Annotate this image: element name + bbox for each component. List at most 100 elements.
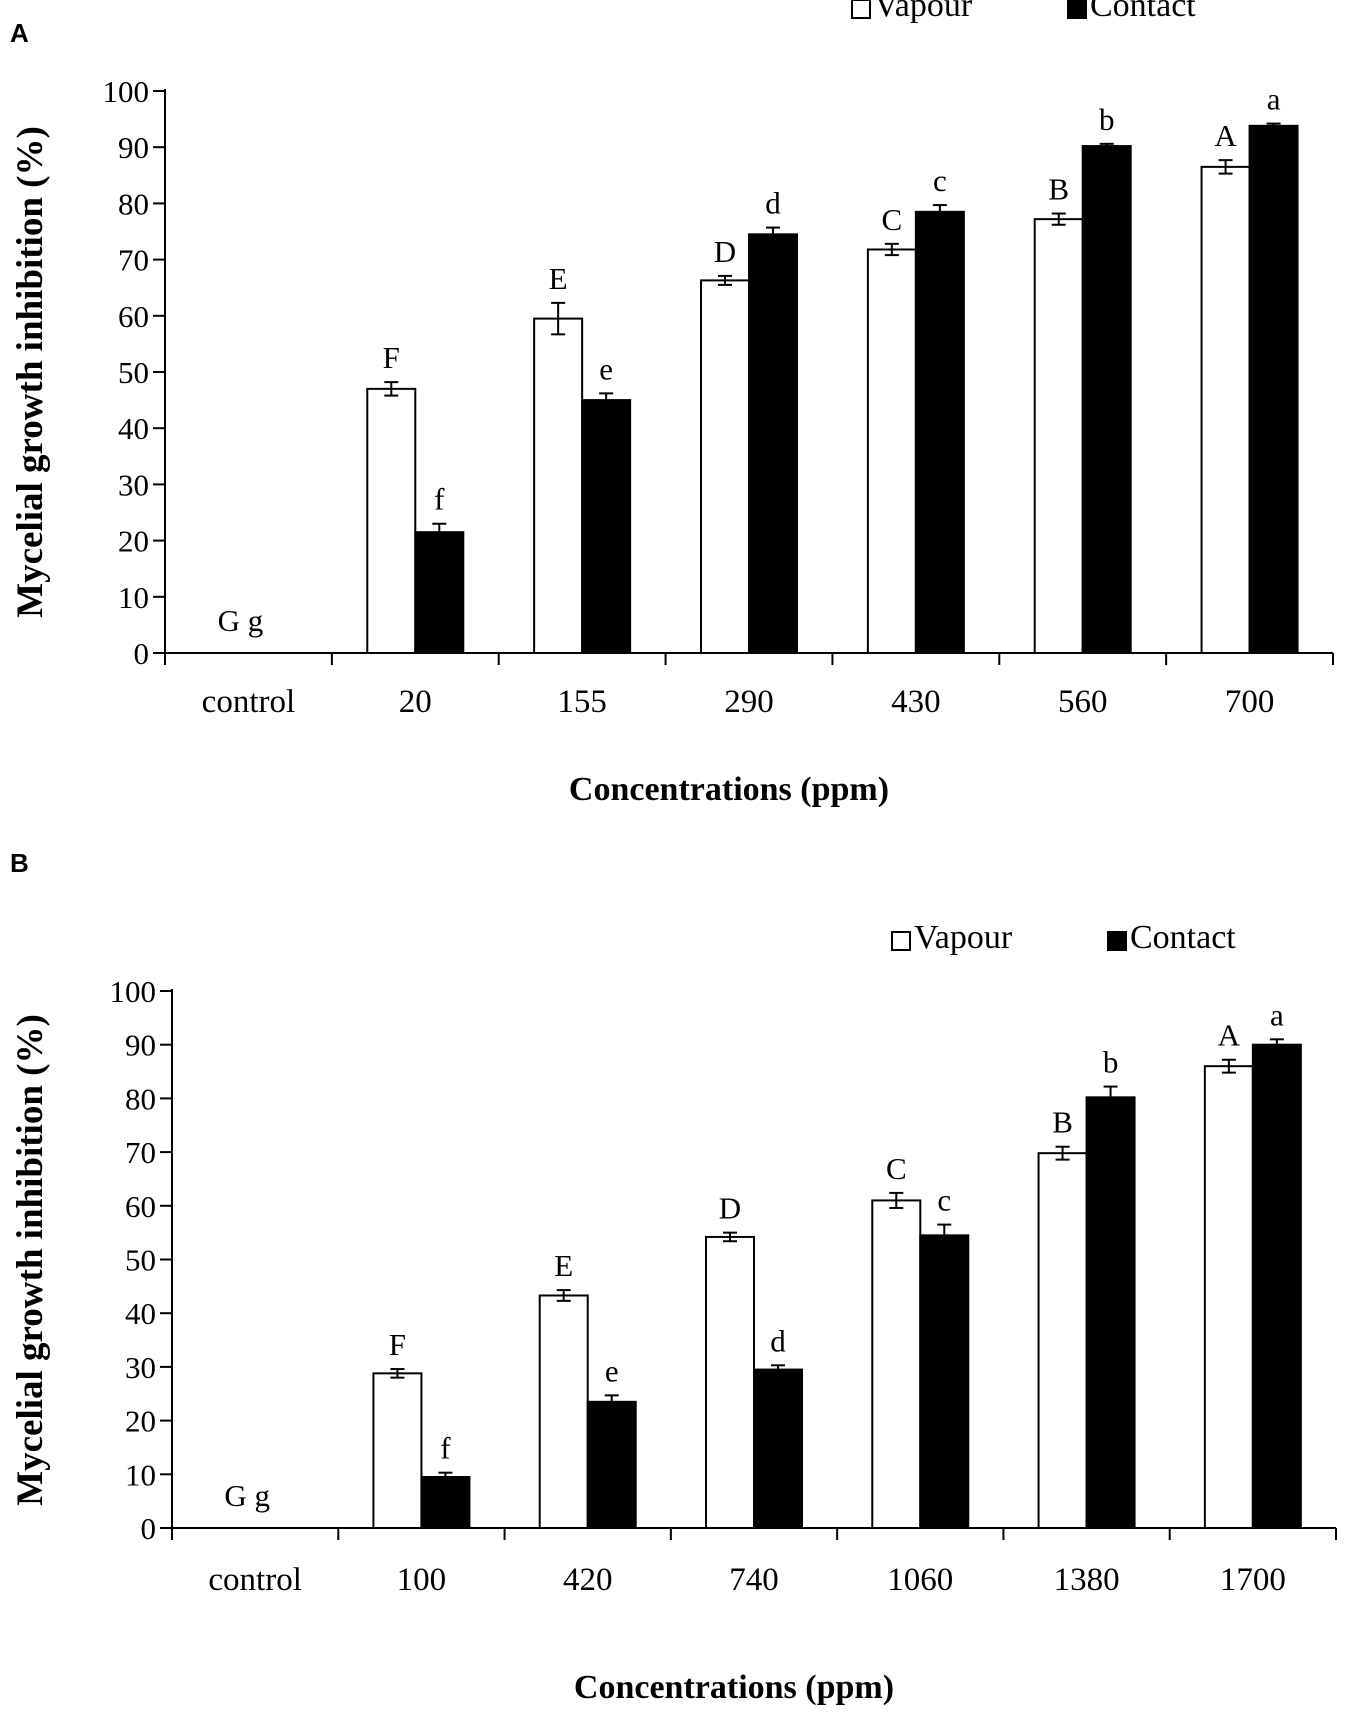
bar-contact — [753, 1368, 803, 1529]
y-tick-label: 90 — [125, 1028, 156, 1063]
y-tick-label: 20 — [118, 524, 149, 559]
data-label-letter-vapour: E — [549, 261, 568, 296]
bar-vapour — [1200, 165, 1251, 654]
data-label-letter-vapour: B — [1052, 1105, 1073, 1140]
data-label-letter-contact: a — [1270, 997, 1284, 1032]
y-tick-label: 30 — [125, 1350, 156, 1385]
x-tick-label: 20 — [399, 684, 432, 720]
data-label-letter-contact: f — [440, 1431, 451, 1466]
chart-panel-b: B Vapour Contact 0 10 20 30 40 50 60 70 80 90 100 cont… — [10, 848, 1337, 1706]
x-tick-label: 290 — [724, 684, 774, 720]
bar-vapour — [1037, 1152, 1088, 1529]
legend-swatch-vapour — [851, 0, 871, 19]
data-label-letter-vapour: A — [1218, 1018, 1241, 1053]
bar-contact — [1085, 1096, 1136, 1530]
bar-vapour — [1203, 1065, 1254, 1530]
y-tick-label: 90 — [118, 130, 149, 165]
x-tick-label: 740 — [729, 1562, 779, 1598]
y-tick-label: 100 — [103, 74, 150, 109]
bar-contact — [420, 1475, 471, 1529]
data-label-letter-vapour: B — [1048, 172, 1069, 207]
data-label-letter-vapour: E — [554, 1248, 573, 1283]
data-label-letter-contact: b — [1099, 102, 1115, 137]
bar-contact — [1081, 145, 1132, 655]
legend-label-contact: Contact — [1090, 0, 1196, 24]
y-tick-label: 60 — [125, 1189, 156, 1224]
legend-swatch-contact — [1107, 931, 1127, 951]
data-label-letter-vapour: A — [1214, 118, 1237, 153]
y-tick-label: 40 — [118, 411, 149, 446]
x-tick-label: 1380 — [1054, 1562, 1120, 1598]
panel-label: B — [10, 848, 29, 878]
data-label-letter-vapour: D — [714, 234, 736, 269]
x-tick-label: 560 — [1058, 684, 1108, 720]
bar-contact — [1251, 1043, 1302, 1529]
y-tick-label: 60 — [118, 299, 149, 334]
y-tick-label: 20 — [125, 1404, 156, 1439]
data-label-letter-contact: a — [1267, 82, 1281, 117]
control-significance-letters: G g — [218, 603, 264, 638]
y-tick-label: 50 — [125, 1243, 156, 1278]
bar-contact — [914, 210, 965, 655]
data-label-letter-contact: b — [1103, 1045, 1119, 1080]
data-label-letter-vapour: F — [383, 340, 400, 375]
bar-contact — [919, 1234, 970, 1529]
data-label-letter-contact: c — [937, 1183, 951, 1218]
x-tick-label: 1700 — [1220, 1562, 1286, 1598]
panel-label: A — [10, 18, 29, 48]
y-axis-title: Mycelial growth inhibition (%) — [10, 1014, 51, 1506]
y-tick-label: 100 — [110, 974, 157, 1009]
legend-swatch-vapour — [891, 931, 911, 951]
bar-vapour — [533, 317, 584, 654]
y-tick-label: 70 — [125, 1135, 156, 1170]
bar-contact — [748, 233, 798, 654]
x-tick-label: 700 — [1225, 684, 1275, 720]
x-tick-label: control — [208, 1562, 301, 1598]
legend-label-vapour: Vapour — [874, 0, 973, 24]
y-tick-label: 10 — [125, 1457, 156, 1492]
bar-contact — [414, 531, 465, 654]
x-tick-label: control — [202, 684, 295, 720]
bar-vapour — [866, 248, 917, 654]
x-axis-title: Concentrations (ppm) — [574, 1669, 894, 1706]
chart-panel-a: A Vapour Contact 0 10 20 30 40 50 60 70 80 90 100 cont… — [10, 0, 1334, 808]
control-significance-letters: G g — [224, 1478, 270, 1513]
data-label-letter-contact: f — [434, 482, 445, 517]
data-label-letter-vapour: D — [719, 1191, 741, 1226]
legend-swatch-contact — [1067, 0, 1087, 19]
y-tick-label: 50 — [118, 355, 149, 390]
bar-contact — [586, 1400, 637, 1530]
x-axis-title: Concentrations (ppm) — [569, 771, 889, 808]
legend: Vapour Contact — [891, 919, 1236, 956]
data-label-letter-vapour: F — [389, 1327, 406, 1362]
y-tick-label: 10 — [118, 580, 149, 615]
legend: Vapour Contact — [851, 0, 1196, 24]
bar-contact — [581, 399, 632, 654]
y-tick-label: 0 — [134, 636, 150, 671]
data-label-letter-contact: c — [933, 163, 947, 198]
y-tick-label: 0 — [141, 1511, 157, 1546]
legend-label-contact: Contact — [1130, 919, 1236, 956]
x-tick-label: 100 — [397, 1562, 447, 1598]
bar-vapour — [372, 1372, 423, 1529]
x-tick-label: 430 — [891, 684, 941, 720]
y-tick-label: 80 — [125, 1081, 156, 1116]
x-tick-label: 420 — [563, 1562, 613, 1598]
bar-vapour — [871, 1199, 922, 1530]
bar-vapour — [705, 1235, 755, 1530]
y-tick-label: 40 — [125, 1296, 156, 1331]
data-label-letter-contact: e — [599, 351, 613, 386]
data-label-letter-contact: d — [765, 186, 781, 221]
bar-vapour — [1033, 218, 1084, 655]
x-tick-label: 155 — [557, 684, 607, 720]
data-label-letter-vapour: C — [886, 1151, 907, 1186]
y-axis-title: Mycelial growth inhibition (%) — [10, 126, 51, 618]
bar-vapour — [700, 279, 750, 654]
y-tick-label: 70 — [118, 243, 149, 278]
data-label-letter-vapour: C — [882, 202, 903, 237]
y-tick-label: 30 — [118, 467, 149, 502]
bar-vapour — [538, 1294, 589, 1529]
legend-label-vapour: Vapour — [914, 919, 1013, 956]
bar-vapour — [366, 387, 417, 654]
